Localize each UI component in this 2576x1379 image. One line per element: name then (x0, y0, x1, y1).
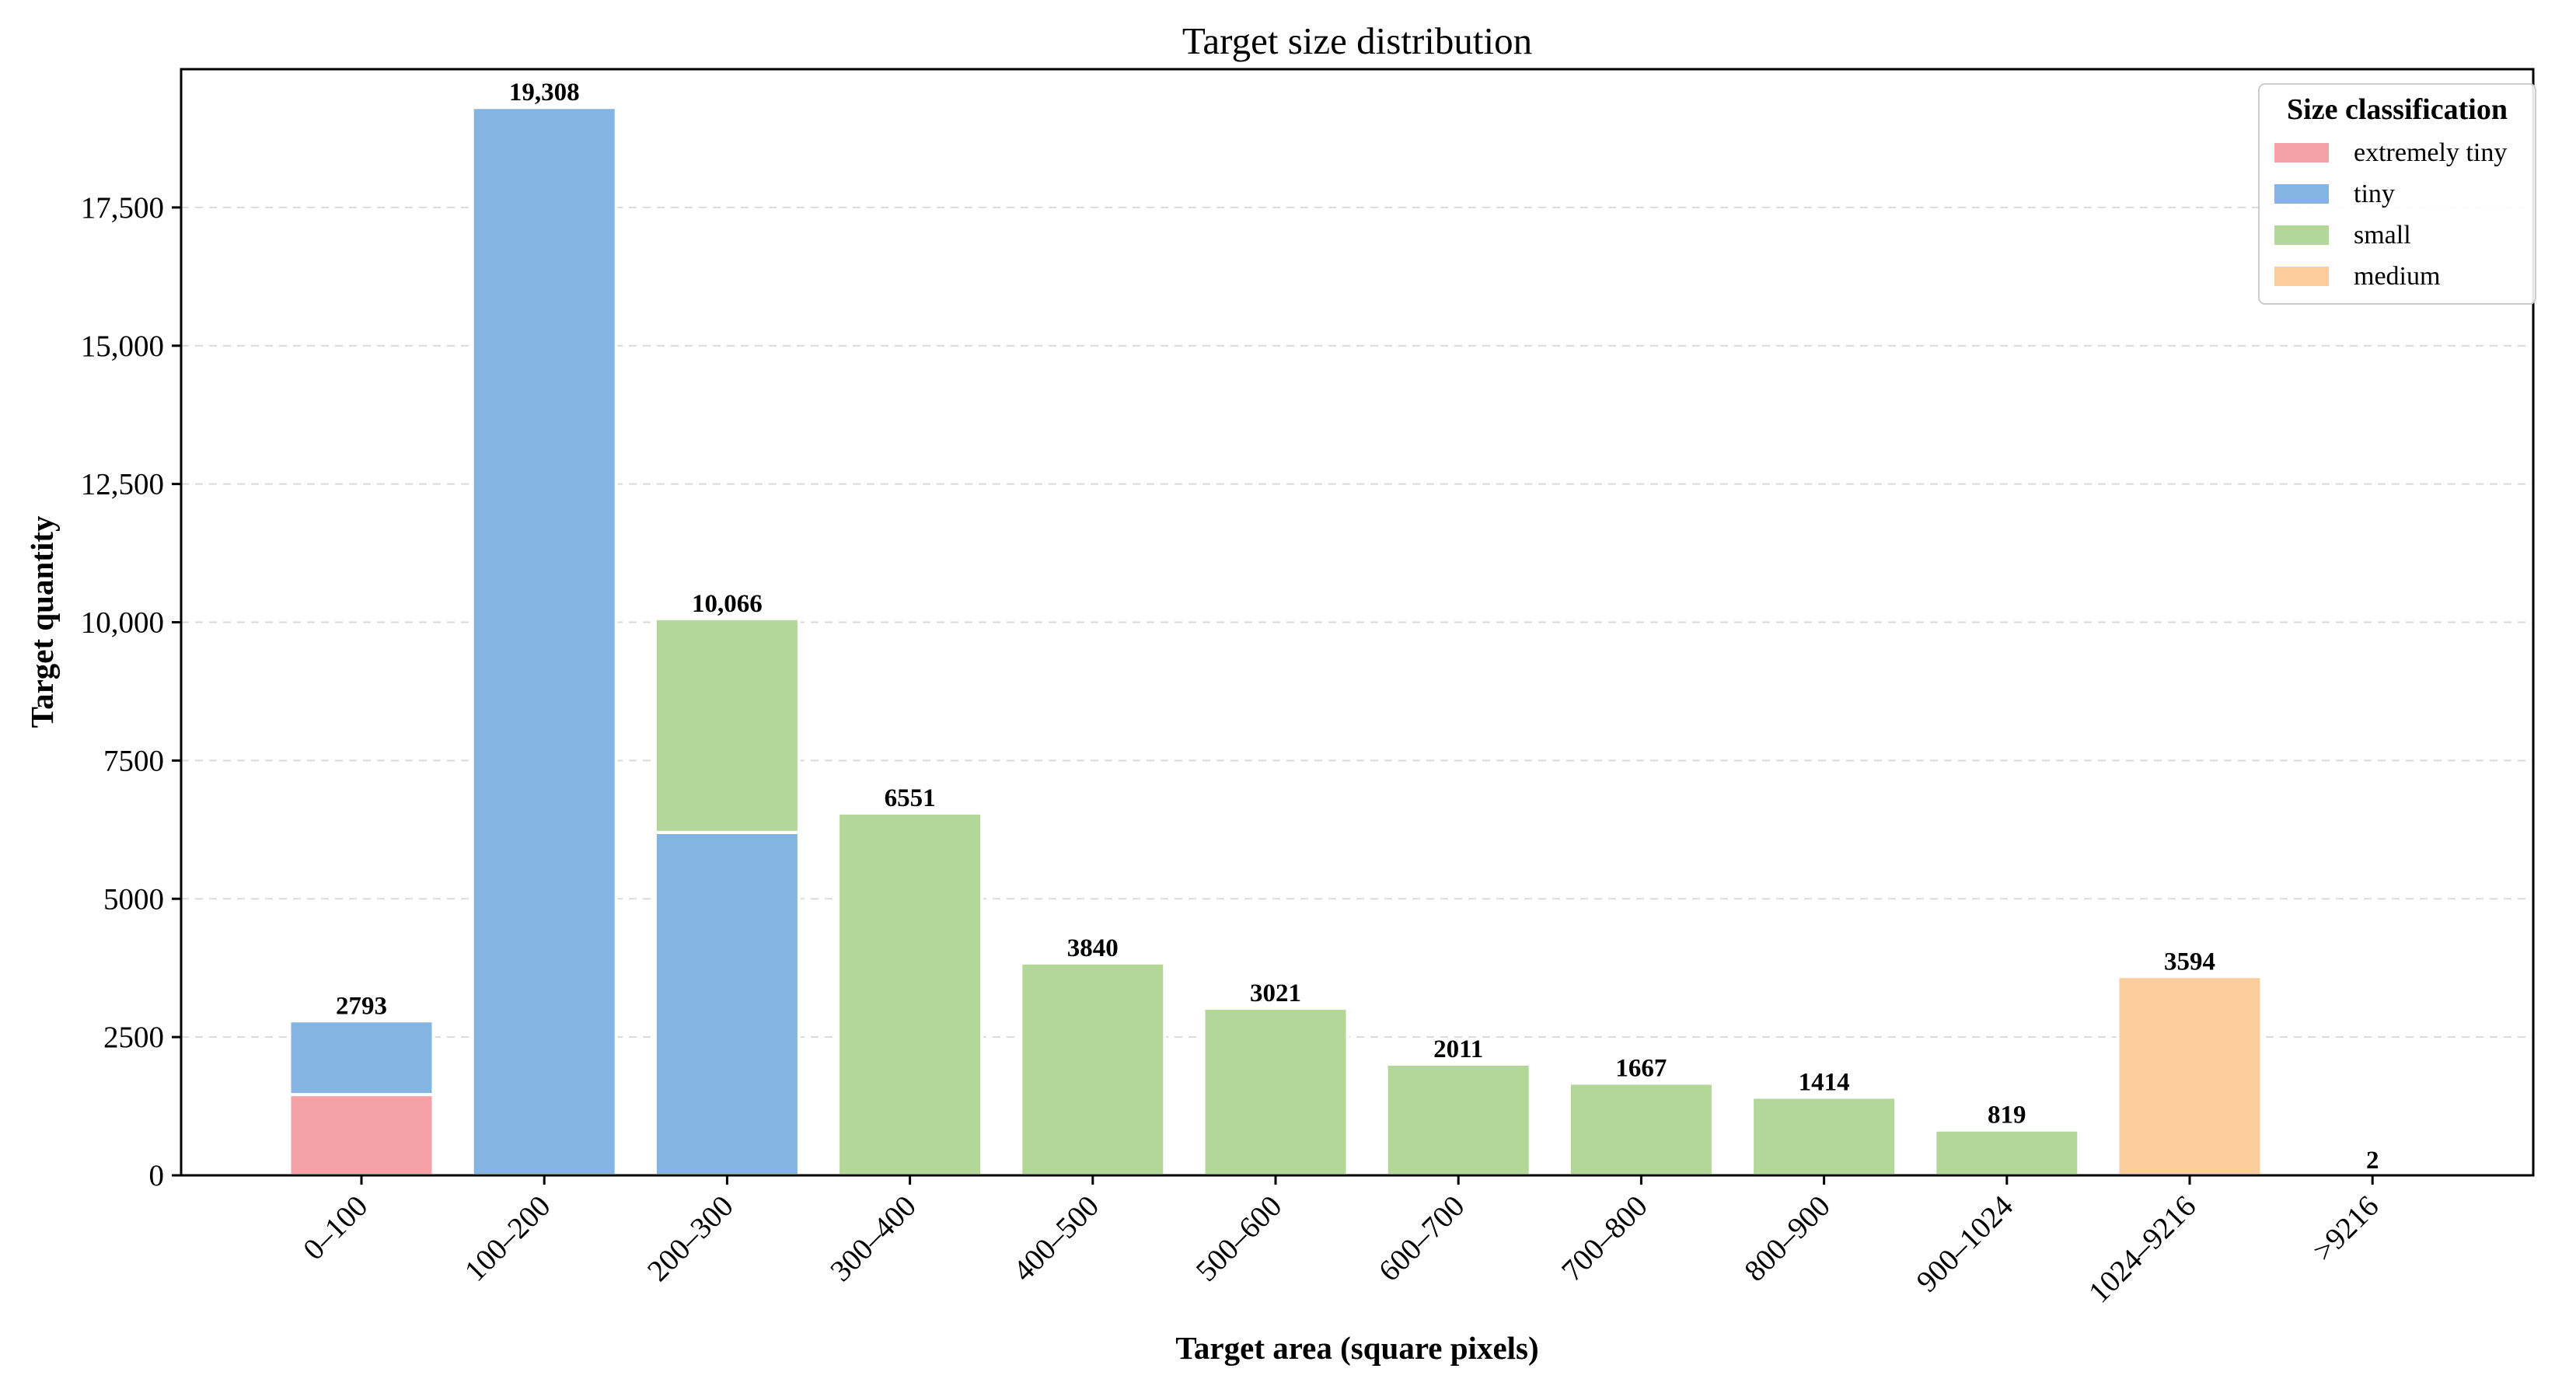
bar-segment-small (1202, 1007, 1349, 1178)
bar-total-label: 3594 (2164, 948, 2215, 976)
x-tick-label: 1024–9216 (2082, 1189, 2203, 1310)
x-tick-label: 0–100 (297, 1189, 374, 1266)
legend: Size classification extremely tiny tiny sm… (2258, 83, 2536, 305)
x-tick-label: 600–700 (1373, 1189, 1471, 1288)
legend-box (2258, 83, 2536, 305)
y-tick-label: 12,500 (81, 468, 164, 501)
chart-title: Target size distribution (1182, 19, 1532, 62)
bar-total-label: 10,066 (692, 590, 763, 618)
bar-total-label: 819 (1988, 1101, 2026, 1129)
y-axis-title: Target quantity (24, 515, 60, 728)
y-tick-label: 5000 (103, 882, 164, 916)
x-tick-label: 700–800 (1555, 1189, 1654, 1288)
bar-total-label: 1667 (1615, 1054, 1667, 1082)
y-tick-label: 15,000 (81, 330, 164, 363)
bars (288, 106, 2446, 1178)
bar-segment-extremely-tiny (288, 1093, 435, 1177)
legend-swatch-small (2274, 225, 2329, 245)
bar-total-label: 3840 (1067, 934, 1119, 962)
bar-total-label: 1414 (1799, 1068, 1850, 1096)
bar-segment-small (1567, 1081, 1715, 1177)
y-tick-label: 10,000 (81, 606, 164, 640)
legend-title: Size classification (2287, 93, 2508, 126)
x-tick-label: 500–600 (1189, 1189, 1288, 1288)
legend-label: tiny (2354, 180, 2395, 208)
bar-segment-small (1019, 961, 1167, 1178)
bar-segment-tiny (470, 106, 618, 1177)
bar-total-label: 2793 (336, 992, 387, 1020)
y-tick-label: 2500 (103, 1021, 164, 1054)
y-tick-label: 7500 (103, 744, 164, 777)
legend-label: extremely tiny (2354, 138, 2507, 167)
x-tick-label: 300–400 (824, 1189, 923, 1288)
x-axis-ticks: 0–100 100–200 200–300 300–400 400–500 500–600… (297, 1175, 2386, 1309)
bar-total-labels: 2793 19,308 10,066 6551 3840 3021 2011 1667 1414… (336, 79, 2379, 1175)
bar-segment-tiny (288, 1019, 435, 1097)
bar-segment-tiny (653, 830, 801, 1177)
x-tick-label: 400–500 (1007, 1189, 1105, 1288)
bar-total-label: 2 (2366, 1147, 2379, 1175)
bar-total-label: 6551 (885, 784, 936, 812)
y-axis-ticks: 0 2500 5000 7500 10,000 12,500 15,000 17,500 (81, 191, 181, 1192)
bar-total-label: 3021 (1250, 979, 1301, 1007)
x-tick-label: 200–300 (641, 1189, 740, 1288)
y-tick-label: 17,500 (81, 191, 164, 225)
legend-swatch-medium (2274, 267, 2329, 286)
x-tick-label: 900–1024 (1910, 1189, 2019, 1299)
legend-label: medium (2354, 262, 2440, 291)
y-tick-label: 0 (149, 1159, 165, 1192)
bar-segment-small (1750, 1095, 1898, 1178)
legend-swatch-extremely-tiny (2274, 143, 2329, 162)
legend-label: small (2354, 221, 2411, 250)
x-tick-label: 800–900 (1738, 1189, 1837, 1288)
bar-segment-medium (2116, 975, 2264, 1177)
bar-segment-small (836, 811, 984, 1177)
bar-segment-small (653, 616, 801, 834)
x-tick-label: 100–200 (459, 1189, 557, 1288)
bar-segment-small (1933, 1128, 2081, 1177)
bar-total-label: 19,308 (509, 79, 580, 106)
x-tick-label: >9216 (2306, 1189, 2385, 1268)
bar-segment-small (1384, 1062, 1532, 1178)
legend-swatch-tiny (2274, 184, 2329, 204)
x-axis-title: Target area (square pixels) (1175, 1330, 1538, 1366)
bar-total-label: 2011 (1433, 1035, 1483, 1063)
